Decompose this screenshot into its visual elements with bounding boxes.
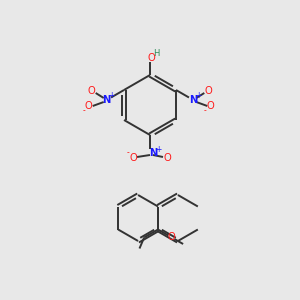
Text: +: +	[109, 92, 115, 100]
Text: O: O	[88, 86, 96, 96]
Text: O: O	[147, 53, 155, 63]
Text: N: N	[189, 95, 197, 105]
Text: +: +	[195, 92, 202, 100]
Text: -: -	[82, 106, 85, 116]
Text: O: O	[167, 232, 175, 242]
Text: H: H	[153, 50, 159, 58]
Text: O: O	[163, 153, 171, 163]
Text: N: N	[103, 95, 111, 105]
Text: O: O	[206, 101, 214, 111]
Text: O: O	[85, 101, 93, 111]
Text: +: +	[155, 145, 161, 154]
Text: O: O	[204, 86, 212, 96]
Text: O: O	[129, 153, 137, 163]
Text: -: -	[127, 148, 129, 158]
Text: -: -	[204, 106, 207, 116]
Text: N: N	[149, 148, 157, 158]
